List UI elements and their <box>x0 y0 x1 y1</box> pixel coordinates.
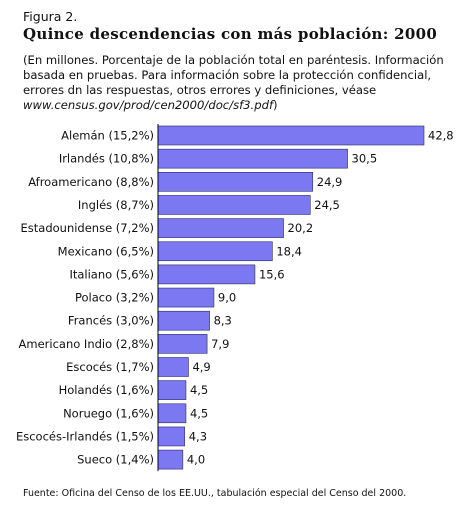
value-label: 8,3 <box>214 314 232 328</box>
bar <box>157 218 284 238</box>
chart-title: Quince descendencias con más población: … <box>23 25 438 43</box>
bar <box>157 264 256 285</box>
bar <box>157 426 186 447</box>
value-label: 4,5 <box>190 406 208 420</box>
value-label: 4,3 <box>189 429 207 443</box>
figure-label: Figura 2. <box>23 9 78 24</box>
source-footer: Fuente: Oficina del Censo de los EE.UU.,… <box>23 488 407 499</box>
bar <box>157 172 314 192</box>
bar <box>157 148 348 169</box>
category-label: Inglés (8,7%) <box>78 198 154 212</box>
bar <box>157 287 215 308</box>
category-label: Escocés (1,7%) <box>66 360 154 374</box>
category-label: Noruego (1,6%) <box>63 406 154 420</box>
category-label: Alemán (15,2%) <box>61 129 154 143</box>
subtitle-source-link: www.census.gov/prod/cen2000/doc/sf3.pdf <box>23 98 274 112</box>
bar <box>157 449 184 470</box>
bar <box>157 241 273 262</box>
category-label: Sueco (1,4%) <box>77 453 154 467</box>
value-label: 18,4 <box>276 244 302 258</box>
value-label: 20,2 <box>288 221 314 235</box>
value-label: 24,5 <box>314 198 340 212</box>
value-label: 24,9 <box>317 175 343 189</box>
value-label: 42,8 <box>428 129 454 143</box>
value-label: 4,0 <box>187 453 205 467</box>
category-label: Escocés-Irlandés (1,5%) <box>16 429 154 443</box>
bar <box>157 195 311 215</box>
chart-subtitle: (En millones. Porcentaje de la población… <box>23 53 455 113</box>
value-label: 15,6 <box>259 267 285 281</box>
category-label: Holandés (1,6%) <box>59 383 154 397</box>
category-label: Afroamericano (8,8%) <box>28 175 154 189</box>
bar <box>157 357 189 377</box>
category-label: Irlandés (10,8%) <box>59 152 154 166</box>
value-label: 4,9 <box>192 360 210 374</box>
bar <box>157 334 208 354</box>
category-label: Mexicano (6,5%) <box>58 244 154 258</box>
value-label: 7,9 <box>211 337 229 351</box>
bar <box>157 125 425 146</box>
value-label: 30,5 <box>352 152 378 166</box>
category-label: Americano Indio (2,8%) <box>19 337 154 351</box>
value-label: 9,0 <box>218 291 236 305</box>
subtitle-text: (En millones. Porcentaje de la población… <box>23 53 444 97</box>
subtitle-close: ) <box>273 98 278 112</box>
bar <box>157 380 187 400</box>
category-label: Francés (3,0%) <box>68 314 154 328</box>
value-label: 4,5 <box>190 383 208 397</box>
bar <box>157 310 210 331</box>
category-label: Estadounidense (7,2%) <box>21 221 155 235</box>
category-label: Italiano (5,6%) <box>69 267 154 281</box>
bar <box>157 403 187 424</box>
category-label: Polaco (3,2%) <box>75 291 154 305</box>
